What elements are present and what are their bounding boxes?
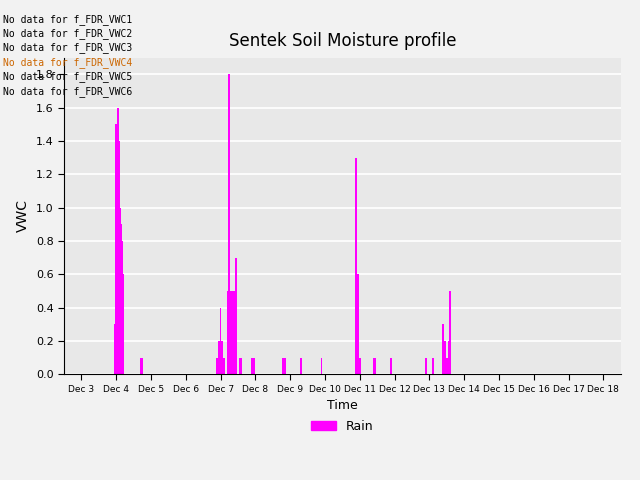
Bar (234, 291, 236, 374)
Bar (117, 108, 119, 374)
Bar (113, 324, 115, 374)
Bar (444, 341, 446, 374)
Bar (241, 358, 243, 374)
Bar (253, 358, 255, 374)
Bar (442, 324, 444, 374)
Bar (216, 358, 218, 374)
Bar (374, 358, 376, 374)
Title: Sentek Soil Moisture profile: Sentek Soil Moisture profile (228, 33, 456, 50)
Bar (432, 358, 434, 374)
Bar (218, 341, 220, 374)
Text: No data for f_FDR_VWC2: No data for f_FDR_VWC2 (3, 28, 132, 39)
Bar (140, 358, 141, 374)
Bar (449, 291, 451, 374)
Bar (357, 275, 359, 374)
Bar (228, 74, 230, 374)
Bar (359, 358, 361, 374)
Bar (425, 358, 427, 374)
Text: No data for f_FDR_VWC5: No data for f_FDR_VWC5 (3, 71, 132, 82)
Text: No data for f_FDR_VWC3: No data for f_FDR_VWC3 (3, 42, 132, 53)
Bar (284, 358, 286, 374)
Bar (236, 258, 237, 374)
Text: No data for f_FDR_VWC6: No data for f_FDR_VWC6 (3, 85, 132, 96)
X-axis label: Time: Time (327, 399, 358, 412)
Bar (251, 358, 253, 374)
Bar (373, 358, 374, 374)
Y-axis label: VWC: VWC (16, 200, 30, 232)
Bar (141, 358, 143, 374)
Text: No data for f_FDR_VWC4: No data for f_FDR_VWC4 (3, 57, 132, 68)
Bar (118, 141, 120, 374)
Bar (300, 358, 301, 374)
Bar (447, 341, 449, 374)
Bar (239, 358, 241, 374)
Bar (121, 241, 123, 374)
Bar (232, 291, 234, 374)
Bar (119, 208, 121, 374)
Text: No data for f_FDR_VWC1: No data for f_FDR_VWC1 (3, 13, 132, 24)
Bar (220, 308, 221, 374)
Bar (390, 358, 392, 374)
Bar (115, 124, 117, 374)
Bar (282, 358, 284, 374)
Bar (230, 291, 232, 374)
Bar (227, 291, 228, 374)
Bar (321, 358, 323, 374)
Bar (446, 358, 447, 374)
Bar (122, 275, 124, 374)
Bar (223, 358, 225, 374)
Bar (221, 341, 223, 374)
Legend: Rain: Rain (306, 415, 379, 438)
Bar (120, 224, 122, 374)
Bar (355, 157, 357, 374)
